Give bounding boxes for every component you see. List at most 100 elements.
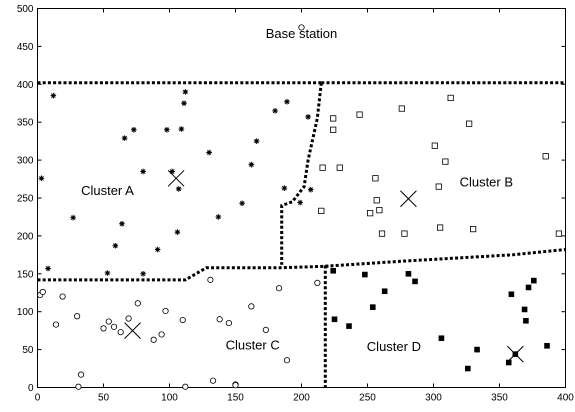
x-tick-label: 400 xyxy=(557,393,574,404)
y-tick-label: 200 xyxy=(17,231,34,242)
sensor-node-point xyxy=(182,383,189,390)
cluster-head-marker xyxy=(506,345,524,363)
sensor-node-point xyxy=(215,214,222,220)
sensor-node-point xyxy=(521,306,528,313)
sensor-node-point xyxy=(119,220,125,227)
x-tick-label: 300 xyxy=(425,393,442,404)
sensor-node-point xyxy=(331,316,338,323)
sensor-node-point xyxy=(216,316,223,323)
b-d-boundary xyxy=(325,248,566,268)
sensor-node-point xyxy=(100,325,107,332)
sensor-node-point xyxy=(206,149,212,156)
sensor-node-point xyxy=(207,276,214,283)
sensor-node-point xyxy=(438,335,445,342)
sensor-node-point xyxy=(275,285,283,292)
sensor-node-point xyxy=(435,183,442,190)
sensor-node-point xyxy=(284,98,290,105)
sensor-node-point xyxy=(45,265,51,272)
a-b-boundary xyxy=(280,82,323,265)
sensor-node-point xyxy=(367,210,374,217)
sensor-node-point xyxy=(38,175,45,182)
axis-ticks: 0 50 100 150 200 250 300 350 400 0 50 100 150 200 250 3… xyxy=(17,4,574,404)
annotation-label: Base station xyxy=(266,26,338,41)
sensor-node-point xyxy=(447,94,454,102)
sensor-node-point xyxy=(381,288,388,295)
y-tick-label: 150 xyxy=(17,269,34,280)
sensor-node-point xyxy=(154,246,161,253)
y-tick-label: 100 xyxy=(17,307,34,318)
series-0-asterisk xyxy=(38,89,314,277)
cluster-heads xyxy=(124,169,524,363)
sensor-node-point xyxy=(164,126,170,133)
sensor-node-point xyxy=(140,168,146,175)
sensor-node-point xyxy=(104,270,111,276)
sensor-node-point xyxy=(330,126,337,133)
annotation-label: Cluster B xyxy=(460,175,513,190)
sensor-node-point xyxy=(525,284,532,291)
sensor-node-point xyxy=(318,207,325,214)
sensor-node-point xyxy=(531,277,537,284)
sensor-node-point xyxy=(52,321,60,328)
y-tick-label: 300 xyxy=(17,156,34,167)
sensor-node-point xyxy=(121,135,128,141)
sensor-node-point xyxy=(405,271,412,277)
sensor-node-point xyxy=(305,114,311,120)
sensor-node-point xyxy=(50,92,57,99)
sensor-node-point xyxy=(465,365,471,372)
sensor-node-point xyxy=(307,186,314,193)
x-tick-label: 350 xyxy=(491,393,508,404)
sensor-node-point xyxy=(330,267,336,274)
x-tick-label: 250 xyxy=(359,393,376,404)
annotation-label: Cluster C xyxy=(226,338,280,353)
annotation-label: Cluster D xyxy=(367,339,421,354)
sensor-node-point xyxy=(401,230,408,237)
cluster-head-marker xyxy=(400,190,417,208)
sensor-node-point xyxy=(469,225,477,233)
sensor-node-point xyxy=(398,105,405,112)
sensor-node-point xyxy=(297,199,303,206)
y-tick-label: 250 xyxy=(17,194,34,205)
y-tick-label: 50 xyxy=(22,345,34,356)
sensor-node-point xyxy=(474,346,480,353)
sensor-node-point xyxy=(59,293,66,300)
sensor-node-point xyxy=(248,161,255,168)
sensor-node-point xyxy=(373,197,380,204)
sensor-node-point xyxy=(314,279,321,286)
y-tick-label: 350 xyxy=(17,118,34,129)
y-tick-label: 450 xyxy=(17,42,34,53)
sensor-node-point xyxy=(131,126,137,133)
x-tick-label: 0 xyxy=(35,393,41,404)
sensor-node-point xyxy=(555,230,563,237)
sensor-node-point xyxy=(174,229,181,235)
sensor-node-point xyxy=(39,288,46,296)
plot-area xyxy=(37,8,566,388)
sensor-node-point xyxy=(319,164,326,171)
sensor-node-point xyxy=(209,377,217,384)
y-tick-label: 0 xyxy=(28,383,34,394)
sensor-node-point xyxy=(523,317,529,324)
sensor-node-point xyxy=(378,230,386,237)
sensor-node-point xyxy=(330,115,337,122)
sensor-node-point xyxy=(442,158,449,165)
sensor-node-point xyxy=(112,242,119,249)
sensor-node-point xyxy=(542,153,549,160)
sensor-node-point xyxy=(140,271,146,277)
sensor-node-point xyxy=(436,224,444,231)
annotation-label: Cluster A xyxy=(81,183,134,198)
sensor-node-point xyxy=(178,126,185,132)
sensor-node-point xyxy=(70,214,76,221)
sensor-node-point xyxy=(272,108,278,114)
y-tick-label: 400 xyxy=(17,80,34,91)
sensor-node-point xyxy=(346,323,352,329)
sensor-node-point xyxy=(158,331,165,338)
sensor-node-point xyxy=(508,291,515,298)
sensor-node-point xyxy=(110,323,118,330)
cluster-labels: Base station Cluster A Cluster B Cluster C C… xyxy=(81,26,513,354)
sensor-node-point xyxy=(369,304,376,310)
x-tick-label: 200 xyxy=(293,393,310,404)
sensor-node-point xyxy=(117,329,124,336)
sensor-node-point xyxy=(248,303,255,310)
sensor-node-point xyxy=(505,359,512,366)
series-1-open-square xyxy=(318,94,563,237)
cluster-head-marker xyxy=(167,169,185,187)
